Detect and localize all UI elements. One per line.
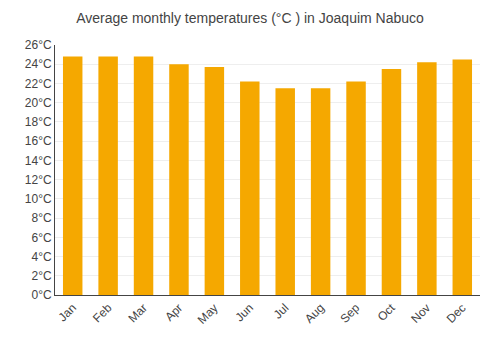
svg-text:12°C: 12°C — [25, 173, 52, 187]
svg-text:Apr: Apr — [162, 301, 185, 324]
svg-text:Dec: Dec — [444, 301, 469, 326]
svg-text:May: May — [195, 301, 221, 327]
svg-text:18°C: 18°C — [25, 115, 52, 129]
svg-text:Jun: Jun — [233, 301, 257, 325]
svg-text:10°C: 10°C — [25, 192, 52, 206]
svg-text:8°C: 8°C — [31, 211, 51, 225]
svg-text:2°C: 2°C — [31, 269, 51, 283]
svg-text:Average monthly temperatures (: Average monthly temperatures (°C ) in Jo… — [76, 10, 424, 26]
svg-text:4°C: 4°C — [31, 250, 51, 264]
svg-text:6°C: 6°C — [31, 231, 51, 245]
svg-text:Feb: Feb — [90, 301, 115, 326]
svg-text:20°C: 20°C — [25, 96, 52, 110]
svg-text:Jul: Jul — [271, 301, 292, 322]
svg-text:24°C: 24°C — [25, 57, 52, 71]
svg-text:Sep: Sep — [337, 301, 362, 326]
svg-text:Mar: Mar — [125, 301, 150, 326]
svg-text:22°C: 22°C — [25, 77, 52, 91]
svg-text:Nov: Nov — [408, 301, 433, 326]
svg-text:Oct: Oct — [375, 300, 399, 324]
svg-text:0°C: 0°C — [31, 288, 51, 302]
svg-text:Aug: Aug — [302, 301, 327, 326]
svg-text:14°C: 14°C — [25, 154, 52, 168]
svg-text:26°C: 26°C — [25, 38, 52, 52]
svg-text:16°C: 16°C — [25, 134, 52, 148]
svg-text:Jan: Jan — [55, 301, 79, 325]
